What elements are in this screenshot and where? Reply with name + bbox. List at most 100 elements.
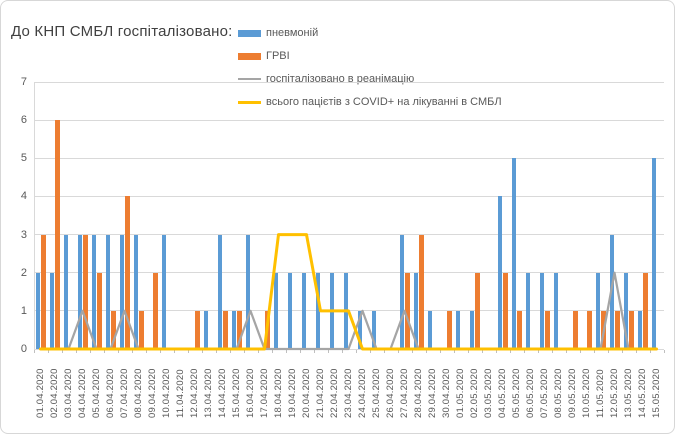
grvi-bar-04.05.2020 xyxy=(503,272,508,349)
grvi-bar-10.05.2020 xyxy=(587,310,592,349)
x-axis-tick xyxy=(495,350,497,353)
grvi-bar-27.04.2020 xyxy=(405,272,410,349)
x-axis-tick xyxy=(649,350,651,353)
grvi-bar-04.04.2020 xyxy=(83,234,88,349)
x-axis-label: 11.05.2020 xyxy=(594,369,606,418)
pneumonia-bar-24.04.2020 xyxy=(357,310,362,349)
x-axis-label: 21.04.2020 xyxy=(314,368,326,418)
x-axis-tick xyxy=(145,350,147,353)
gridline-y4 xyxy=(33,195,664,197)
pneumonia-bar-05.04.2020 xyxy=(91,234,96,349)
x-axis-tick xyxy=(201,350,203,353)
legend-label-covid-total: всього пацієтів з COVID+ на лікуванні в … xyxy=(266,96,502,108)
x-axis-tick xyxy=(243,350,245,353)
pneumonia-bar-03.04.2020 xyxy=(63,234,68,349)
x-axis-tick xyxy=(467,350,469,353)
x-axis-label: 05.04.2020 xyxy=(90,368,102,418)
pneumonia-bar-21.04.2020 xyxy=(315,272,320,349)
x-axis-label: 11.04.2020 xyxy=(174,369,186,418)
x-axis-tick xyxy=(285,350,287,353)
grvi-bar-09.05.2020 xyxy=(573,310,578,349)
x-axis-label: 06.04.2020 xyxy=(104,368,116,418)
x-axis-label: 25.04.2020 xyxy=(370,368,382,418)
pneumonia-bar-02.05.2020 xyxy=(469,310,474,349)
y-axis-label: 2 xyxy=(20,266,27,279)
pneumonia-bar-29.04.2020 xyxy=(427,310,432,349)
x-axis-tick xyxy=(355,350,357,353)
x-axis-label: 04.05.2020 xyxy=(496,368,508,418)
x-axis-label: 02.04.2020 xyxy=(48,368,60,418)
pneumonia-bar-16.04.2020 xyxy=(245,234,250,349)
pneumonia-bar-02.04.2020 xyxy=(49,272,54,349)
x-axis-label: 10.05.2020 xyxy=(580,368,592,418)
x-axis-tick xyxy=(425,350,427,353)
x-axis-label: 26.04.2020 xyxy=(384,368,396,418)
x-axis-label: 02.05.2020 xyxy=(468,368,480,418)
pneumonia-bar-14.05.2020 xyxy=(637,310,642,349)
x-axis-tick xyxy=(453,350,455,353)
pneumonia-bar-11.05.2020 xyxy=(595,272,600,349)
pneumonia-bar-10.04.2020 xyxy=(161,234,166,349)
grvi-bar-05.05.2020 xyxy=(517,310,522,349)
x-axis-label: 14.04.2020 xyxy=(216,368,228,418)
x-axis-tick xyxy=(187,350,189,353)
x-axis-label: 05.05.2020 xyxy=(510,368,522,418)
x-axis-tick xyxy=(565,350,567,353)
x-axis-label: 23.04.2020 xyxy=(342,368,354,418)
x-axis-label: 12.05.2020 xyxy=(608,368,620,418)
pneumonia-bar-08.05.2020 xyxy=(553,272,558,349)
x-axis-line xyxy=(33,349,664,350)
x-axis-label: 01.05.2020 xyxy=(454,368,466,418)
x-axis-tick xyxy=(313,350,315,353)
legend-swatch-covid-total-line-icon xyxy=(238,100,261,104)
x-axis-label: 03.05.2020 xyxy=(482,368,494,418)
pneumonia-bar-23.04.2020 xyxy=(343,272,348,349)
legend-swatch-grvi-icon xyxy=(238,52,261,60)
x-axis-tick xyxy=(271,350,273,353)
x-axis-tick xyxy=(551,350,553,353)
pneumonia-bar-01.04.2020 xyxy=(35,272,40,349)
y-axis-label: 0 xyxy=(20,343,27,355)
legend-label-icu: госпіталізовано в реанімацію xyxy=(266,73,415,85)
pneumonia-bar-19.04.2020 xyxy=(287,272,292,349)
grvi-bar-12.05.2020 xyxy=(615,310,620,349)
pneumonia-bar-22.04.2020 xyxy=(329,272,334,349)
x-axis-label: 01.04.2020 xyxy=(34,368,46,418)
x-axis-label: 13.04.2020 xyxy=(202,368,214,418)
pneumonia-bar-01.05.2020 xyxy=(455,310,460,349)
y-axis-label: 7 xyxy=(20,76,27,88)
pneumonia-bar-08.04.2020 xyxy=(133,234,138,349)
legend-item-covid-total: всього пацієтів з COVID+ на лікуванні в … xyxy=(238,94,502,110)
x-axis-tick xyxy=(131,350,133,353)
x-axis-tick xyxy=(33,350,35,353)
gridline-y6 xyxy=(33,119,664,121)
pneumonia-bar-05.05.2020 xyxy=(511,158,516,349)
x-axis-label: 10.04.2020 xyxy=(160,368,172,418)
pneumonia-bar-18.04.2020 xyxy=(273,272,278,349)
x-axis-label: 09.05.2020 xyxy=(566,368,578,418)
grvi-bar-14.05.2020 xyxy=(643,272,648,349)
pneumonia-bar-20.04.2020 xyxy=(301,272,306,349)
x-axis-label: 19.04.2020 xyxy=(286,368,298,418)
x-axis-tick xyxy=(229,350,231,353)
x-axis-tick xyxy=(89,350,91,353)
x-axis-label: 30.04.2020 xyxy=(440,368,452,418)
x-axis-tick xyxy=(621,350,623,353)
x-axis-label: 15.05.2020 xyxy=(650,368,662,418)
x-axis-tick xyxy=(159,350,161,353)
grvi-bar-30.04.2020 xyxy=(447,310,452,349)
x-axis-tick xyxy=(593,350,595,353)
pneumonia-bar-13.04.2020 xyxy=(203,310,208,349)
x-axis-label: 14.05.2020 xyxy=(636,368,648,418)
x-axis-tick xyxy=(607,350,609,353)
grvi-bar-02.05.2020 xyxy=(475,272,480,349)
pneumonia-bar-27.04.2020 xyxy=(399,234,404,349)
grvi-bar-17.04.2020 xyxy=(265,310,270,349)
x-axis-label: 22.04.2020 xyxy=(328,368,340,418)
x-axis-tick xyxy=(103,350,105,353)
pneumonia-bar-14.04.2020 xyxy=(217,234,222,349)
grvi-bar-02.04.2020 xyxy=(55,120,60,349)
x-axis-label: 03.04.2020 xyxy=(62,368,74,418)
x-axis-tick xyxy=(299,350,301,353)
y-axis-label: 6 xyxy=(20,114,27,127)
